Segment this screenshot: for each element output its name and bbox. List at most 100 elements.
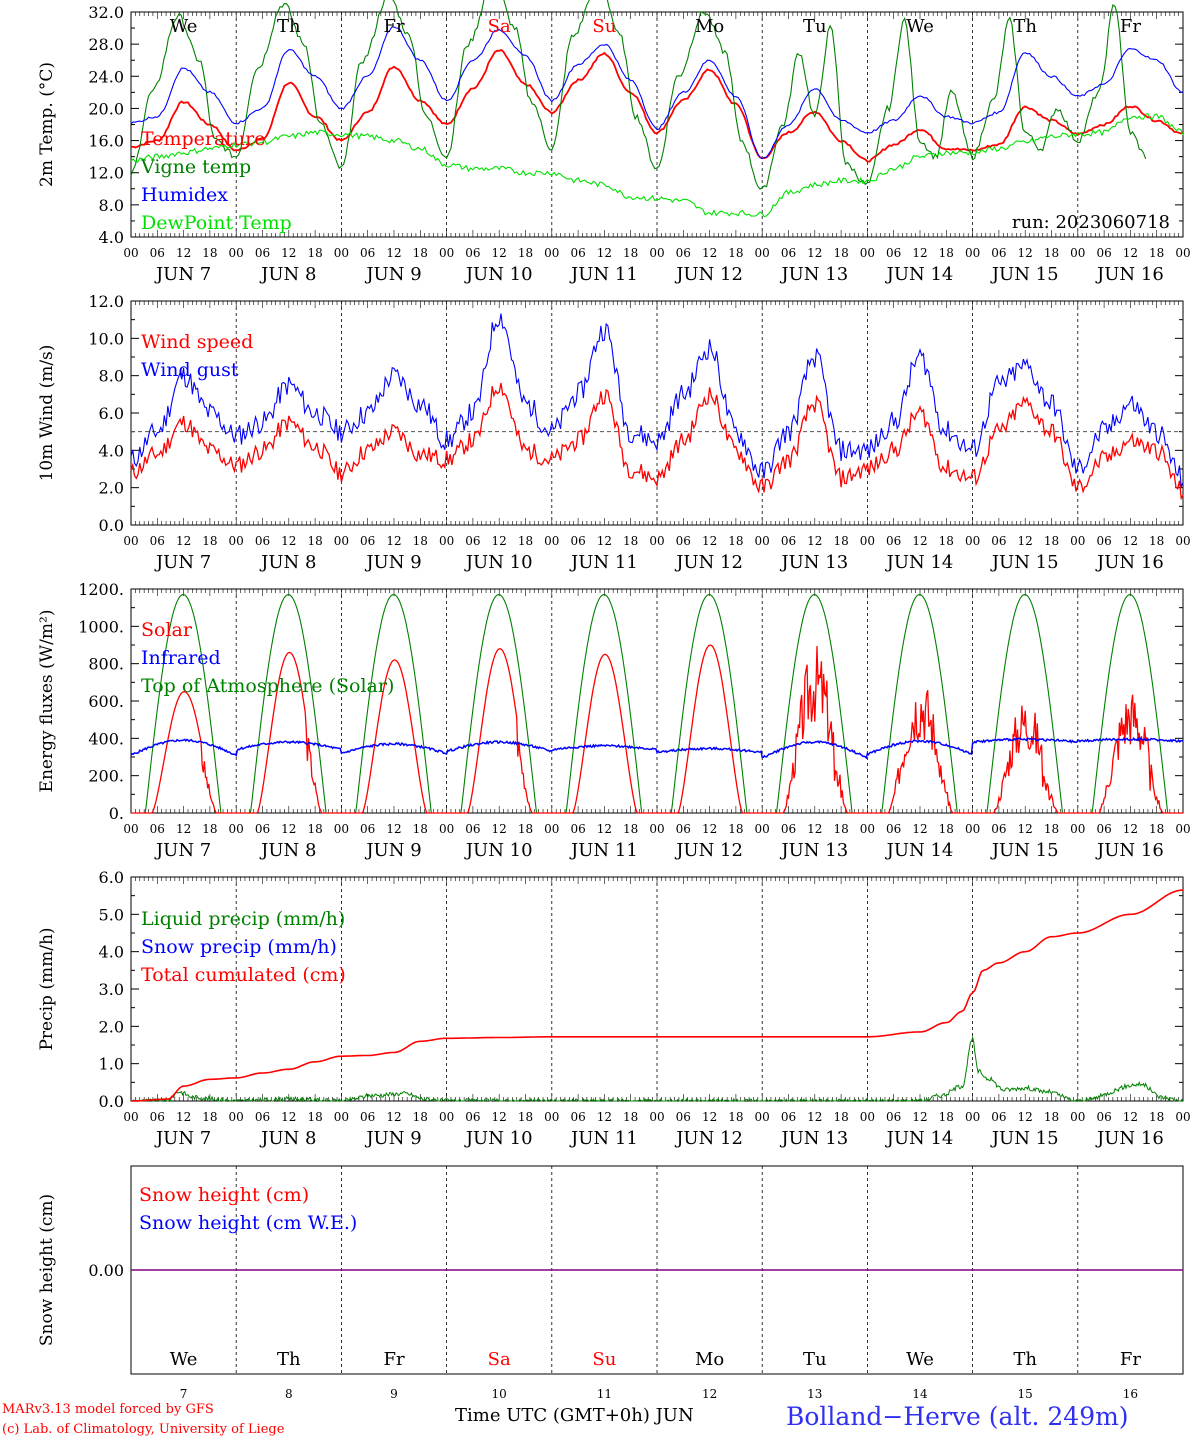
y-tick-label: 2.0 bbox=[99, 1017, 124, 1036]
date-label: JUN 9 bbox=[364, 1128, 421, 1149]
hour-tick-label: 00 bbox=[860, 246, 875, 260]
y-axis-label: Energy fluxes (W/m²) bbox=[37, 610, 57, 793]
hour-tick-label: 06 bbox=[886, 534, 901, 548]
hour-tick-label: 06 bbox=[465, 1110, 480, 1124]
y-tick-label: 1000. bbox=[78, 617, 124, 636]
date-label: JUN 7 bbox=[154, 1128, 211, 1149]
date-label: JUN 11 bbox=[569, 552, 638, 573]
hour-tick-label: 06 bbox=[781, 822, 796, 836]
hour-tick-label: 18 bbox=[413, 246, 428, 260]
hour-tick-label: 00 bbox=[229, 1110, 244, 1124]
hour-tick-label: 00 bbox=[1070, 246, 1085, 260]
dow-label: Fr bbox=[383, 1349, 404, 1370]
hour-tick-label: 12 bbox=[1018, 534, 1033, 548]
hour-tick-label: 12 bbox=[176, 1110, 191, 1124]
day-number-label: 14 bbox=[912, 1387, 928, 1401]
hour-tick-label: 06 bbox=[676, 246, 691, 260]
series-solar bbox=[131, 644, 1183, 814]
hour-tick-label: 18 bbox=[202, 534, 217, 548]
hour-tick-label: 00 bbox=[123, 1110, 138, 1124]
hour-tick-label: 18 bbox=[939, 1110, 954, 1124]
day-number-label: 10 bbox=[492, 1387, 507, 1401]
hour-tick-label: 18 bbox=[728, 822, 743, 836]
hour-tick-label: 00 bbox=[229, 534, 244, 548]
dow-label: We bbox=[170, 16, 198, 37]
panel-energy: 00 06 12 18 JUN 7 00 06 12 18 JUN 8 00 06 12 18 JUN 9 0… bbox=[37, 580, 1191, 861]
y-tick-label: 1200. bbox=[78, 580, 124, 599]
y-tick-label: 400. bbox=[88, 729, 124, 748]
hour-tick-label: 18 bbox=[1044, 246, 1059, 260]
dow-label: Fr bbox=[383, 16, 404, 37]
date-label: JUN 14 bbox=[885, 264, 954, 285]
hour-tick-label: 06 bbox=[1096, 1110, 1111, 1124]
run-label: run: 2023060718 bbox=[1012, 212, 1170, 233]
location-title: Bolland−Herve (alt. 249m) bbox=[786, 1402, 1129, 1431]
panel-frame bbox=[130, 588, 1184, 814]
hour-tick-label: 00 bbox=[544, 1110, 559, 1124]
y-tick-label: 0. bbox=[109, 804, 124, 823]
panel-frame bbox=[130, 11, 1184, 238]
hour-tick-label: 18 bbox=[202, 246, 217, 260]
hour-tick-label: 12 bbox=[1123, 246, 1138, 260]
dow-label: We bbox=[170, 1349, 198, 1370]
hour-tick-label: 18 bbox=[518, 534, 533, 548]
y-tick-label: 4.0 bbox=[99, 441, 124, 460]
panel-precip: 00 06 12 18 JUN 7 00 06 12 18 JUN 8 00 06 12 18 JUN 9 0… bbox=[37, 868, 1191, 1149]
hour-tick-label: 00 bbox=[649, 534, 664, 548]
hour-tick-label: 18 bbox=[728, 246, 743, 260]
hour-tick-label: 06 bbox=[360, 246, 375, 260]
hour-tick-label: 00 bbox=[1070, 1110, 1085, 1124]
hour-tick-label: 00 bbox=[755, 534, 770, 548]
hour-tick-label: 06 bbox=[781, 534, 796, 548]
hour-tick-label: 18 bbox=[623, 1110, 638, 1124]
hour-tick-label: 06 bbox=[570, 822, 585, 836]
hour-tick-label: 06 bbox=[150, 534, 165, 548]
hour-tick-label: 00 bbox=[334, 1110, 349, 1124]
dow-label: We bbox=[906, 16, 934, 37]
y-tick-label: 1.0 bbox=[99, 1055, 124, 1074]
hour-tick-label: 00 bbox=[965, 1110, 980, 1124]
dow-label: Fr bbox=[1120, 16, 1141, 37]
hour-tick-label: 06 bbox=[150, 246, 165, 260]
y-axis-label: 10m Wind (m/s) bbox=[37, 345, 57, 482]
y-tick-label: 4.0 bbox=[99, 943, 124, 962]
date-label: JUN 12 bbox=[674, 552, 743, 573]
legend-snow-precip-mm-h-: Snow precip (mm/h) bbox=[141, 936, 337, 958]
hour-tick-label: 18 bbox=[1149, 246, 1164, 260]
y-tick-label: 6.0 bbox=[99, 404, 124, 423]
date-label: JUN 14 bbox=[885, 552, 954, 573]
hour-tick-label: 06 bbox=[465, 822, 480, 836]
y-tick-label: 0.0 bbox=[99, 516, 124, 535]
dow-label: Tu bbox=[803, 16, 827, 37]
hour-tick-label: 06 bbox=[360, 534, 375, 548]
hour-tick-label: 12 bbox=[1123, 1110, 1138, 1124]
hour-tick-label: 12 bbox=[492, 1110, 507, 1124]
hour-tick-label: 06 bbox=[991, 246, 1006, 260]
hour-tick-label: 18 bbox=[939, 246, 954, 260]
hour-tick-label: 12 bbox=[1018, 1110, 1033, 1124]
hour-tick-label: 06 bbox=[255, 822, 270, 836]
date-label: JUN 15 bbox=[990, 840, 1059, 861]
date-label: JUN 13 bbox=[779, 840, 848, 861]
y-tick-label: 12.0 bbox=[88, 164, 124, 183]
y-tick-label: 600. bbox=[88, 692, 124, 711]
date-label: JUN 10 bbox=[464, 552, 533, 573]
hour-tick-label: 12 bbox=[702, 534, 717, 548]
hour-tick-label: 18 bbox=[518, 822, 533, 836]
hour-tick-label: 00 bbox=[1175, 246, 1190, 260]
date-label: JUN 11 bbox=[569, 1128, 638, 1149]
date-label: JUN 9 bbox=[364, 552, 421, 573]
hour-tick-label: 06 bbox=[360, 822, 375, 836]
hour-tick-label: 12 bbox=[807, 246, 822, 260]
hour-tick-label: 06 bbox=[465, 534, 480, 548]
hour-tick-label: 18 bbox=[623, 246, 638, 260]
dow-label: Fr bbox=[1120, 1349, 1141, 1370]
panel-temp: 00 06 12 18 JUN 7 00 06 12 18 JUN 8 00 06 12 18 JUN 9 0… bbox=[37, 0, 1191, 285]
hour-tick-label: 06 bbox=[255, 246, 270, 260]
y-tick-label: 200. bbox=[88, 767, 124, 786]
legend-temperature: Temperature bbox=[141, 128, 265, 150]
hour-tick-label: 12 bbox=[386, 246, 401, 260]
y-tick-label: 28.0 bbox=[88, 35, 124, 54]
hour-tick-label: 06 bbox=[360, 1110, 375, 1124]
hour-tick-label: 00 bbox=[965, 822, 980, 836]
